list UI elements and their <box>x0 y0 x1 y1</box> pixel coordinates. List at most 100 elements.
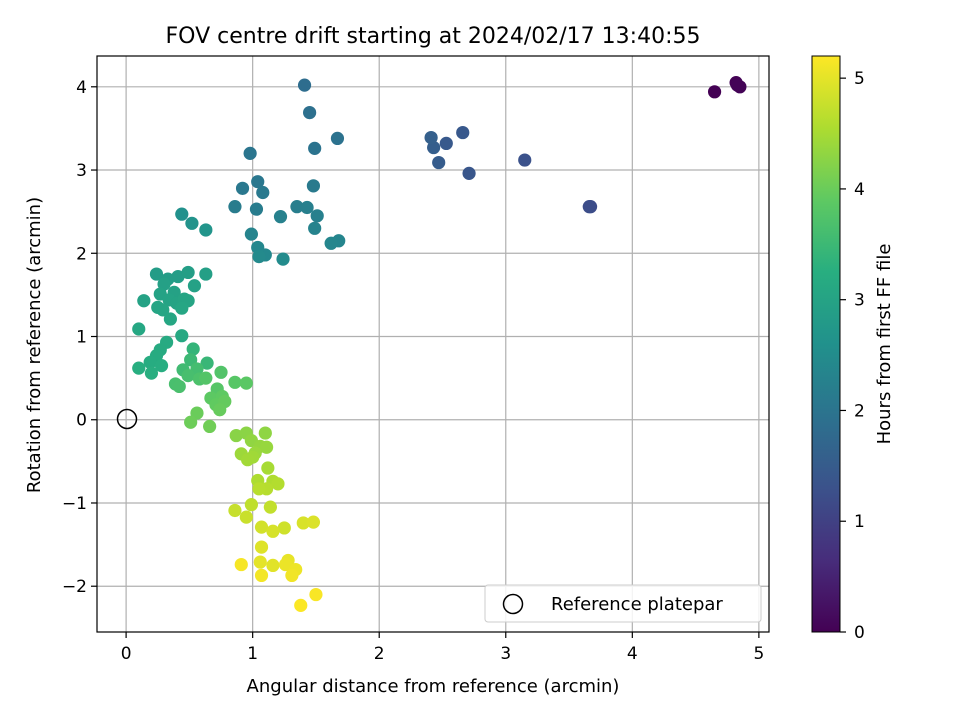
x-axis-label: Angular distance from reference (arcmin) <box>247 676 620 697</box>
scatter-point <box>277 521 291 535</box>
colorbar-tick-label: 2 <box>854 401 865 421</box>
colorbar-ticks: 0 1 2 3 4 5 <box>840 69 865 643</box>
colorbar-label: Hours from first FF file <box>874 244 895 445</box>
scatter-point <box>306 515 321 529</box>
scatter-point <box>518 153 532 167</box>
scatter-point <box>172 379 186 394</box>
scatter-point <box>157 277 171 291</box>
scatter-point <box>266 524 280 538</box>
scatter-point <box>254 540 269 554</box>
legend-reference-label: Reference platepar <box>551 594 723 615</box>
colorbar: 0 1 2 3 4 5 Hours from first FF file <box>811 55 895 643</box>
scatter-point <box>271 477 285 491</box>
scatter-point <box>263 500 277 514</box>
scatter-point <box>285 568 299 582</box>
scatter-point <box>181 265 195 280</box>
scatter-point <box>310 209 324 223</box>
legend-reference-marker <box>502 593 524 615</box>
scatter-point <box>294 598 308 612</box>
scatter-point <box>254 568 269 582</box>
x-tick-label: 5 <box>753 644 764 664</box>
scatter-point <box>154 359 169 373</box>
x-tick-label: 2 <box>374 644 385 664</box>
scatter-point <box>261 461 275 475</box>
scatter-point <box>707 85 722 99</box>
scatter-point <box>432 155 446 170</box>
scatter-point <box>156 303 170 317</box>
x-tick-label: 4 <box>627 644 638 664</box>
colorbar-tick-label: 0 <box>854 623 865 643</box>
scatter-point <box>199 371 213 385</box>
scatter-point <box>303 106 317 120</box>
scatter-point <box>144 366 159 380</box>
scatter-point <box>266 558 280 573</box>
scatter-point <box>239 376 253 390</box>
scatter-point <box>175 329 189 343</box>
axis-ticks: 0 1 2 3 4 5 −2 −1 0 1 2 3 4 <box>62 78 764 664</box>
scatter-point <box>252 482 266 496</box>
scatter-point <box>228 503 242 518</box>
scatter-point <box>730 78 744 92</box>
scatter-point <box>273 210 288 224</box>
scatter-point <box>308 221 322 235</box>
reference-platepar-marker <box>116 408 138 430</box>
scatter-point <box>244 227 258 241</box>
scatter-point <box>239 510 253 524</box>
scatter-point <box>228 200 242 214</box>
grid-lines <box>97 56 769 632</box>
scatter-point <box>251 175 265 189</box>
scatter-point <box>235 181 250 195</box>
scatter-point <box>229 428 243 443</box>
y-axis-label: Rotation from reference (arcmin) <box>24 197 45 493</box>
x-tick-label: 0 <box>121 644 132 664</box>
scatter-point <box>439 136 453 150</box>
scatter-point <box>243 146 257 160</box>
scatter-point <box>175 301 189 315</box>
scatter-point <box>424 130 438 145</box>
scatter-point <box>582 200 596 214</box>
scatter-point <box>296 516 310 530</box>
scatter-point <box>300 200 314 215</box>
scatter-point <box>256 185 270 200</box>
scatter-point <box>258 426 272 440</box>
scatter-point <box>137 294 151 308</box>
y-tick-label: −2 <box>62 577 87 597</box>
x-tick-label: 3 <box>500 644 511 664</box>
scatter-point <box>132 322 146 336</box>
scatter-point <box>249 202 264 216</box>
scatter-point <box>187 279 202 293</box>
y-tick-label: 4 <box>76 78 87 98</box>
scatter-point <box>213 403 227 417</box>
colorbar-gradient <box>811 55 841 633</box>
scatter-point <box>254 520 269 534</box>
colorbar-tick-label: 3 <box>854 291 865 311</box>
colorbar-tick-label: 4 <box>854 180 865 200</box>
scatter-point <box>171 269 185 284</box>
y-tick-label: 1 <box>76 328 87 348</box>
scatter-point <box>228 375 242 389</box>
y-tick-label: 3 <box>76 161 87 181</box>
scatter-point <box>181 369 195 383</box>
scatter-point <box>200 356 214 370</box>
scatter-point <box>427 140 441 155</box>
scatter-point <box>234 557 248 572</box>
colorbar-tick-label: 5 <box>854 69 865 89</box>
chart-title: FOV centre drift starting at 2024/02/17 … <box>166 24 701 49</box>
scatter-point <box>309 587 323 602</box>
scatter-point <box>143 355 157 369</box>
scatter-point <box>252 250 266 264</box>
y-tick-label: −1 <box>62 494 87 514</box>
scatter-points <box>132 76 747 612</box>
scatter-point <box>240 453 255 467</box>
scatter-point <box>244 498 258 512</box>
scatter-point <box>278 557 293 572</box>
scatter-point <box>462 166 476 180</box>
scatter-point <box>184 415 198 429</box>
scatter-point <box>203 419 217 434</box>
scatter-point <box>175 207 189 221</box>
colorbar-tick-label: 1 <box>854 512 865 532</box>
y-tick-label: 0 <box>76 411 87 431</box>
scatter-point <box>199 223 213 237</box>
scatter-point <box>324 236 338 250</box>
